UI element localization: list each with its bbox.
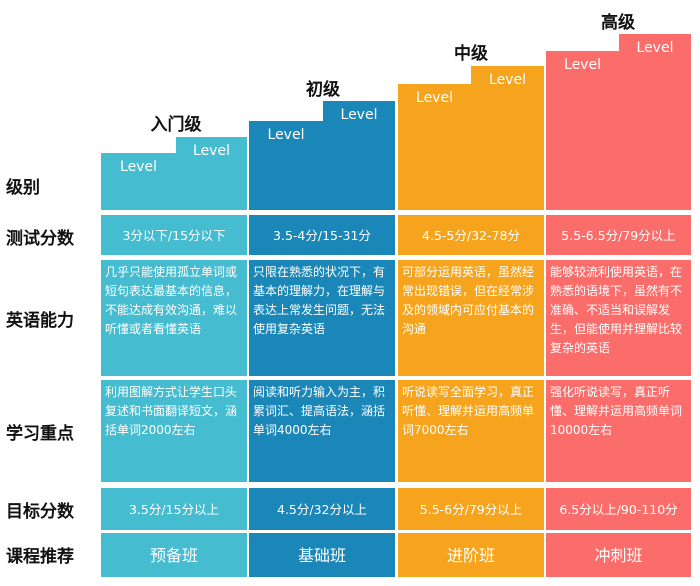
level-step-intermediate-high: Level [471, 66, 544, 210]
target-score-cell: 5.5-6分/79分以上 [398, 488, 544, 530]
level-title-junior: 初级 [306, 80, 340, 100]
test-score-cell: 4.5-5分/32-78分 [398, 215, 544, 255]
level-step-label: Level [193, 143, 230, 159]
row-label-english-ability: 英语能力 [6, 310, 74, 331]
test-score-cell: 5.5-6.5分/79分以上 [546, 215, 691, 255]
study-focus-cell: 阅读和听力输入为主，积累词汇、提高语法，涵括单词4000左右 [249, 380, 395, 482]
level-step-advanced-high: Level [619, 34, 691, 210]
level-step-label: Level [636, 40, 674, 56]
level-step-label: Level [564, 57, 601, 73]
english-ability-cell: 几乎只能使用孤立单词或短句表达最基本的信息，不能达成有效沟通，难以听懂或者看懂英… [101, 260, 247, 376]
row-label-target-score: 目标分数 [6, 501, 74, 522]
english-ability-cell: 能够较流利使用英语，在熟悉的语境下，虽然有不准确、不适当和误解发生，但能使用并理… [546, 260, 691, 376]
row-label-course: 课程推荐 [6, 546, 74, 567]
study-focus-cell: 强化听说读写，真正听懂、理解并运用高频单词10000左右 [546, 380, 691, 482]
level-title-intermediate: 中级 [454, 44, 488, 64]
target-score-cell: 3.5分/15分以上 [101, 488, 247, 530]
level-step-junior-low: Level [249, 121, 323, 210]
test-score-cell: 3分以下/15分以下 [101, 215, 247, 255]
row-label-level: 级别 [6, 177, 40, 198]
english-ability-cell: 可部分运用英语，虽然经常出现错误，但在经常涉及的领域内可应付基本的沟通 [398, 260, 544, 376]
level-step-label: Level [340, 107, 378, 123]
course-cell: 进阶班 [398, 533, 544, 577]
level-title-entry: 入门级 [150, 115, 202, 135]
target-score-cell: 6.5分以上/90-110分 [546, 488, 691, 530]
study-focus-cell: 听说读写全面学习，真正听懂、理解并运用高频单词7000左右 [398, 380, 544, 482]
level-step-label: Level [489, 72, 526, 88]
target-score-cell: 4.5分/32分以上 [249, 488, 395, 530]
level-step-entry-low: Level [101, 153, 176, 210]
level-step-advanced-low: Level [546, 51, 619, 210]
study-focus-cell: 利用图解方式让学生口头复述和书面翻译短文，涵括单词2000左右 [101, 380, 247, 482]
level-step-junior-high: Level [323, 101, 395, 210]
course-cell: 预备班 [101, 533, 247, 577]
course-cell: 冲刺班 [546, 533, 691, 577]
course-cell: 基础班 [249, 533, 395, 577]
row-label-study-focus: 学习重点 [6, 423, 74, 444]
level-step-intermediate-low: Level [398, 84, 471, 210]
level-step-label: Level [120, 159, 157, 175]
english-ability-cell: 只限在熟悉的状况下，有基本的理解力，在理解与表达上常发生问题，无法使用复杂英语 [249, 260, 395, 376]
level-step-label: Level [416, 90, 453, 106]
test-score-cell: 3.5-4分/15-31分 [249, 215, 395, 255]
row-label-test-score: 测试分数 [6, 228, 74, 249]
level-title-advanced: 高级 [601, 13, 635, 33]
level-step-entry-high: Level [176, 137, 247, 210]
level-step-label: Level [267, 127, 305, 143]
